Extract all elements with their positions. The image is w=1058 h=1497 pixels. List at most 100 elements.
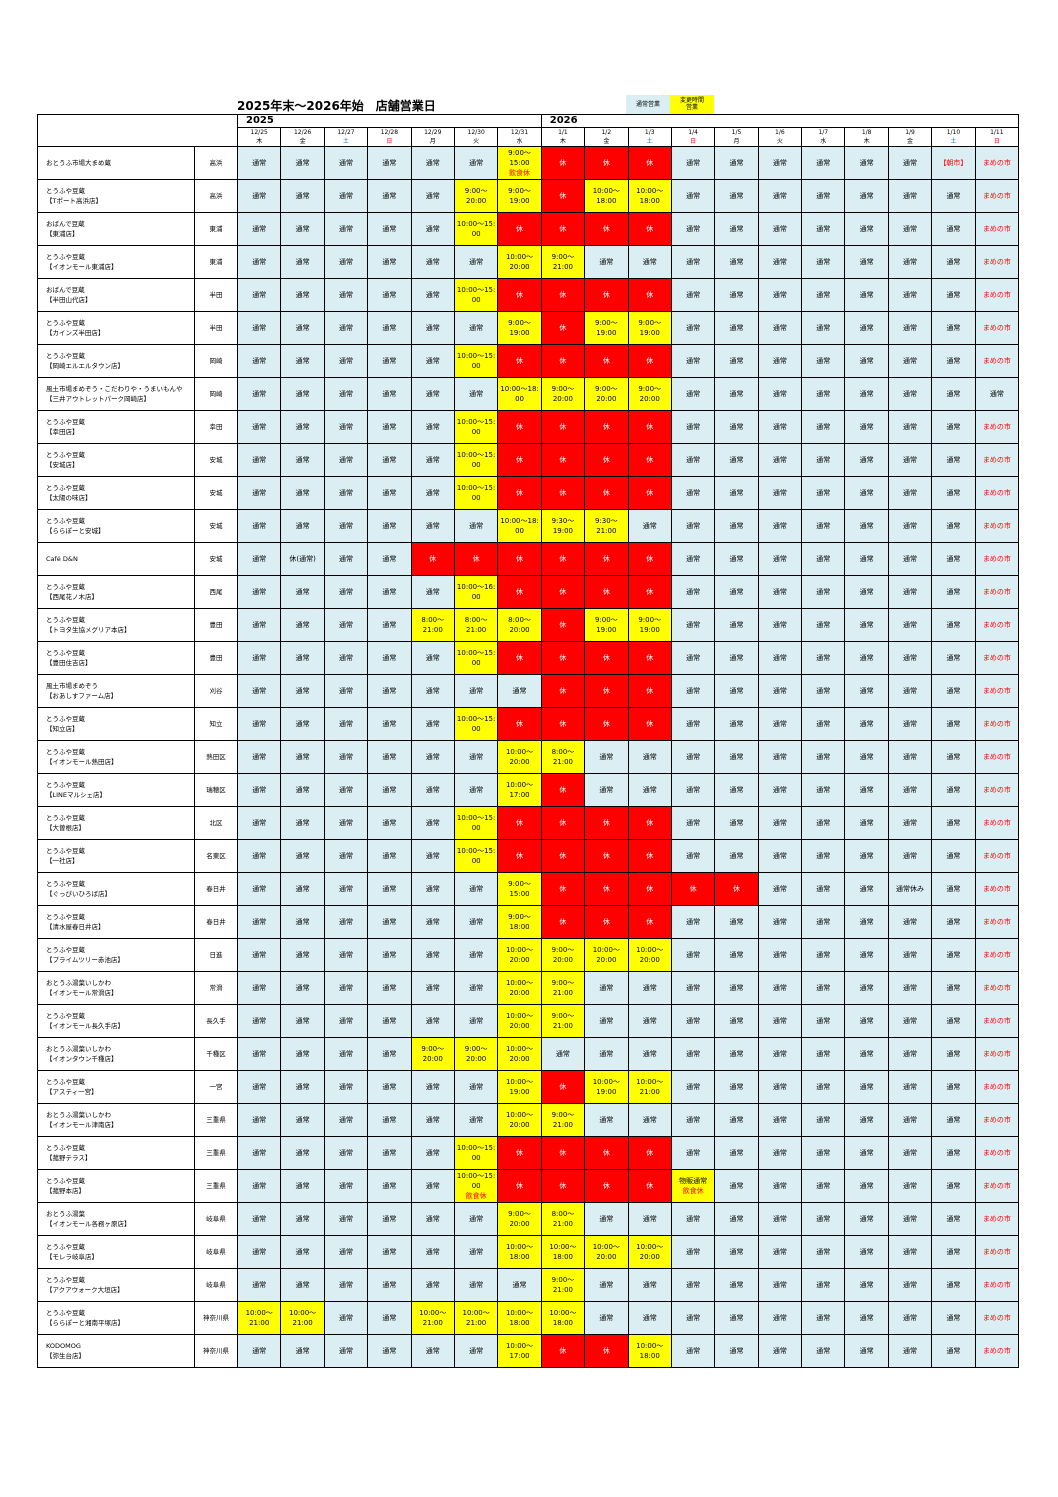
status-normal: 通常 <box>584 1103 629 1137</box>
store-row: おとうふ市場大まめ蔵 高浜 通常 通常 通常 通常 通常 通常 9:00～ 15:00 飲食休休休休… <box>37 146 1020 180</box>
cell-line: 10:00～15: <box>456 847 496 855</box>
status-normal: 通常 <box>236 1136 282 1170</box>
store-name: とうふや豆蔵 【岡崎エルエルタウン店】 <box>37 344 195 378</box>
cell-line: 10:00～ <box>245 1309 273 1317</box>
status-changed-hours: 9:00～ 20:00 <box>540 938 586 972</box>
cell-line: 20:00 <box>422 1055 443 1063</box>
status-normal: 通常 <box>367 1070 412 1104</box>
status-normal: 通常 <box>367 443 412 477</box>
status-normal: 通常 <box>714 971 759 1005</box>
cell-line: 物販通常 <box>679 1177 708 1185</box>
status-closed: 休 <box>627 146 672 180</box>
cell-line: 20:00 <box>639 1253 660 1261</box>
status-closed: 休 <box>540 806 586 840</box>
status-normal: 通常 <box>497 1268 542 1302</box>
status-normal: 通常 <box>887 1334 933 1368</box>
status-normal: 通常 <box>931 674 976 708</box>
cell-line: 9:00～ <box>551 1111 575 1119</box>
status-normal: 通常 <box>931 839 976 873</box>
store-branch: 【太陽の味店】 <box>46 494 92 502</box>
status-normal: 通常 <box>887 476 933 510</box>
status-normal: 通常 <box>757 608 803 642</box>
status-normal: 通常 <box>670 707 716 741</box>
store-row: とうふや豆蔵 【ららぽーと安城】 安城 通常 通常 通常 通常 通常 通常 10:00～18: 00… <box>37 509 1020 543</box>
status-normal: 通常 <box>757 575 803 609</box>
status-changed-hours: 10:00～15: 00 <box>453 476 499 510</box>
store-name: 風土市場まめぞう・こだわりや・うまいもんや 【三井アウトレットパーク岡崎店】 <box>37 377 195 411</box>
store-name: とうふや豆蔵 【大曽根店】 <box>37 806 195 840</box>
cell-line: 10:00～ <box>505 979 534 987</box>
status-normal: 通常 <box>887 179 933 213</box>
status-normal: 通常 <box>453 311 499 345</box>
cell-line: 9:00～ <box>551 1012 575 1020</box>
weekday-header: 日 <box>670 137 716 147</box>
cell-line: 10:00～15: <box>456 451 496 459</box>
store-brand: とうふや豆蔵 <box>46 649 85 657</box>
store-branch: 【Tポート高浜店】 <box>46 197 102 205</box>
store-branch: 【トヨタ生協メグリア本店】 <box>46 626 131 634</box>
status-normal: 通常 <box>280 278 325 312</box>
status-normal: 通常 <box>280 608 325 642</box>
status-changed-hours: 9:00～ 19:00 <box>584 608 629 642</box>
status-changed-hours: 10:00～ 20:00 <box>497 1037 542 1071</box>
store-brand: 風土市場まめぞう <box>46 682 98 690</box>
status-normal: 通常 <box>801 905 846 939</box>
cell-line: 10:00～ <box>636 1342 664 1350</box>
status-normal: 通常 <box>323 971 369 1005</box>
cell-line: 8:00～ <box>508 616 531 624</box>
status-normal: 通常 <box>670 443 716 477</box>
status-normal: 通常 <box>844 410 889 444</box>
status-normal: 通常 <box>931 179 976 213</box>
store-row: とうふや豆蔵 【幸田店】 幸田 通常 通常 通常 通常 通常 10:00～15: 00 休休休休通常… <box>37 410 1020 444</box>
status-normal: 通常 <box>714 212 759 246</box>
weekday-header: 土 <box>627 137 672 147</box>
status-normal: 通常 <box>757 542 803 576</box>
status-normal: 通常 <box>453 1268 499 1302</box>
status-normal: 通常 <box>323 872 369 906</box>
date-header: 12/29 <box>410 127 455 137</box>
status-changed-hours: 9:00～ 20:00 <box>497 1202 542 1236</box>
status-normal: 通常 <box>931 212 976 246</box>
status-closed: 休 <box>540 410 586 444</box>
store-brand: とうふや豆蔵 <box>46 1243 85 1251</box>
status-normal: 通常 <box>323 773 369 807</box>
legend-normal: 通常営業 <box>626 95 670 115</box>
status-normal: 通常 <box>670 806 716 840</box>
status-changed-hours: 10:00～ 20:00 <box>497 1004 542 1038</box>
status-changed-hours: 10:00～15: 00 <box>453 839 499 873</box>
store-brand: とうふや豆蔵 <box>46 352 85 360</box>
status-normal: 通常 <box>757 641 803 675</box>
status-normal: 通常 <box>410 146 455 180</box>
weekday-header: 木 <box>236 137 282 147</box>
store-name: おとうふ市場大まめ蔵 <box>37 146 195 180</box>
cell-line: 00 <box>471 593 481 601</box>
status-normal: 通常 <box>236 179 282 213</box>
store-name: とうふや豆蔵 【一社店】 <box>37 839 195 873</box>
store-area: 春日井 <box>194 905 238 939</box>
cell-line: 00 <box>471 461 481 469</box>
status-normal: 通常 <box>280 641 325 675</box>
status-normal: 通常 <box>670 641 716 675</box>
weekday-header: 木 <box>540 137 586 147</box>
status-closed: 休 <box>584 575 629 609</box>
status-closed: 休 <box>584 839 629 873</box>
status-normal: 通常 <box>714 344 759 378</box>
status-normal: 通常 <box>714 707 759 741</box>
status-changed-hours: 10:00～15: 00 <box>453 1136 499 1170</box>
status-closed: 休 <box>540 542 586 576</box>
store-branch: 【イオンモール長久手店】 <box>46 1022 124 1030</box>
status-normal: 通常 <box>757 938 803 972</box>
cell-line: 20:00 <box>509 758 530 766</box>
status-normal: 通常 <box>757 740 803 774</box>
cell-line: 10:00～ <box>462 1309 490 1317</box>
status-normal: 通常 <box>670 1268 716 1302</box>
store-brand: とうふや豆蔵 <box>46 715 85 723</box>
status-closed: 休 <box>540 1070 586 1104</box>
status-normal: 通常 <box>887 905 933 939</box>
status-normal: 通常 <box>844 1169 889 1203</box>
status-closed: 休 <box>540 1169 586 1203</box>
store-area: 千種区 <box>194 1037 238 1071</box>
status-closed: 休 <box>540 773 586 807</box>
status-normal: 通常 <box>844 1070 889 1104</box>
status-normal: 通常 <box>844 773 889 807</box>
